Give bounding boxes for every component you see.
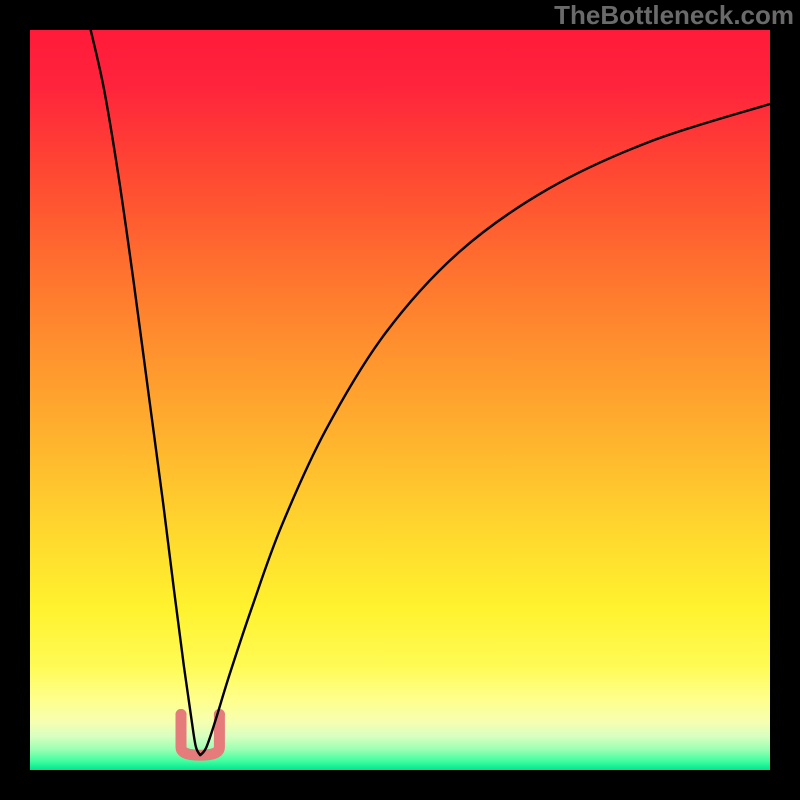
bottleneck-curve	[91, 30, 770, 755]
watermark-text: TheBottleneck.com	[554, 0, 794, 31]
curve-svg-layer	[0, 0, 800, 800]
valley-cap-left	[176, 709, 187, 720]
chart-canvas: TheBottleneck.com	[0, 0, 800, 800]
valley-u-shape	[181, 715, 219, 756]
